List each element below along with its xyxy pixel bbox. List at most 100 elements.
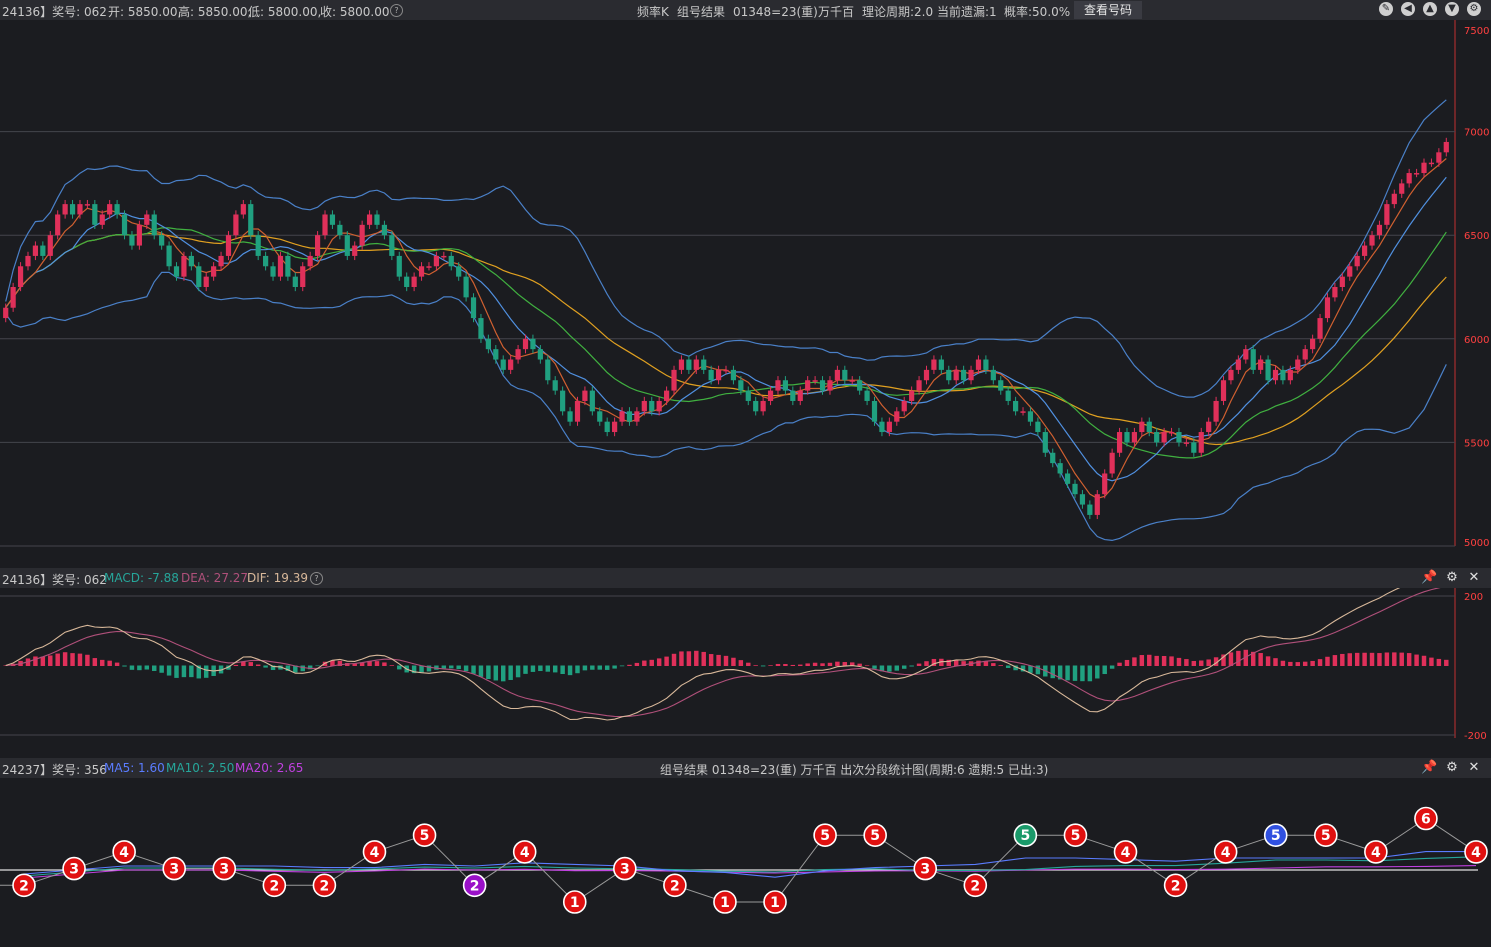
candle-body xyxy=(1317,318,1323,339)
candle-body xyxy=(901,400,907,412)
macd-bar xyxy=(1332,655,1338,666)
macd-bar xyxy=(1161,655,1167,666)
center-item: 万千百 xyxy=(818,5,855,19)
candle-body xyxy=(909,390,915,401)
macd-bar xyxy=(300,665,305,672)
macd-bar xyxy=(1147,654,1152,666)
macd-bar xyxy=(545,665,551,672)
macd-bar xyxy=(196,665,202,679)
value-marker xyxy=(1313,823,1338,848)
candle-body xyxy=(1436,152,1442,163)
macd-bar xyxy=(100,659,105,666)
center-item: 频率K xyxy=(637,5,669,19)
candle-body xyxy=(159,235,165,246)
macd-bar xyxy=(1250,651,1256,666)
macd-bar xyxy=(1087,665,1093,682)
value-marker xyxy=(312,873,337,898)
value-label: 1 xyxy=(770,895,780,911)
macd-bar xyxy=(233,664,239,666)
candle-body xyxy=(649,400,655,412)
macd-bar xyxy=(1080,665,1085,682)
macd-bar xyxy=(166,665,172,676)
gear-icon[interactable]: ⚙ xyxy=(1446,760,1458,775)
macd-bar xyxy=(70,653,75,666)
candle-body xyxy=(515,349,521,360)
gear-icon[interactable]: ⚙ xyxy=(1467,2,1481,16)
candle-body xyxy=(1347,266,1353,277)
candle-body xyxy=(337,224,343,236)
candle-body xyxy=(374,214,380,225)
macd-bar xyxy=(998,665,1003,666)
macd-bar xyxy=(1184,659,1189,666)
macd-bar xyxy=(983,661,989,666)
candle-body xyxy=(10,287,16,308)
candle-body xyxy=(292,276,298,287)
value-marker xyxy=(613,856,637,881)
macd-bar xyxy=(1325,656,1330,666)
candle-body xyxy=(1042,432,1048,453)
macd-bar xyxy=(463,665,469,672)
dea-line xyxy=(5,588,1441,718)
candle-body xyxy=(923,369,930,381)
candle-body xyxy=(1443,141,1449,153)
candle-body xyxy=(1005,390,1011,401)
candle-body xyxy=(582,390,588,401)
candle-body xyxy=(708,369,714,381)
macd-bar xyxy=(419,665,424,673)
macd-bar xyxy=(278,665,283,670)
candle-body xyxy=(1057,463,1063,474)
pin-icon[interactable]: 📌 xyxy=(1421,760,1438,775)
y-tick-label: 5500 xyxy=(1464,438,1489,449)
candlestick-chart[interactable]: 7500 7000 6500 6000 5500 5000 xyxy=(0,20,1491,566)
gear-icon[interactable]: ⚙ xyxy=(1446,570,1458,585)
back-icon[interactable]: ◀ xyxy=(1401,2,1415,16)
candle-body xyxy=(1094,494,1100,515)
help-icon[interactable]: ? xyxy=(390,3,403,17)
candle-body xyxy=(1354,255,1360,267)
y-tick-label: 6500 xyxy=(1464,231,1489,242)
dif-line xyxy=(5,588,1401,721)
distribution-chart[interactable]: 2 3 4 3 3 2 2 4 5 2 4 1 3 2 1 1 5 5 3 2 5 5 4 2 4 5 5 4 6 4 xyxy=(0,778,1491,947)
macd-bar xyxy=(1369,652,1375,666)
candle-body xyxy=(25,255,31,267)
candle-body xyxy=(1176,432,1182,443)
candle-body xyxy=(686,359,692,370)
close-icon[interactable]: ✕ xyxy=(1468,760,1480,775)
macd-bar xyxy=(961,661,966,666)
candle-body xyxy=(879,421,885,433)
macd-bar xyxy=(33,656,38,666)
value-label: 2 xyxy=(269,878,279,894)
macd-bar xyxy=(1414,654,1419,666)
macd-bar xyxy=(805,663,810,666)
main-chart-header: 24136】奖号: 062 开: 5850.00, 高: 5850.00, 低:… xyxy=(0,0,1491,20)
down-icon[interactable]: ▼ xyxy=(1445,2,1459,16)
candle-body xyxy=(597,411,603,422)
candle-body xyxy=(1235,359,1241,370)
macd-bar xyxy=(1258,653,1263,666)
macd-bar xyxy=(783,664,788,666)
macd-bar xyxy=(679,651,684,666)
help-icon[interactable]: ? xyxy=(310,571,323,585)
up-icon[interactable]: ▲ xyxy=(1423,2,1437,16)
macd-bar xyxy=(203,665,209,678)
view-numbers-button[interactable]: 查看号码 xyxy=(1074,1,1143,19)
candle-body xyxy=(753,400,759,412)
candle-body xyxy=(151,214,157,236)
close-icon[interactable]: ✕ xyxy=(1468,570,1480,585)
candle-body xyxy=(834,369,840,381)
candle-body xyxy=(1406,173,1412,184)
candle-body xyxy=(641,400,647,412)
ma-line-green xyxy=(5,227,1447,459)
candle-body xyxy=(790,390,796,401)
pencil-icon[interactable]: ✎ xyxy=(1379,2,1393,16)
candle-body xyxy=(827,380,833,391)
candle-body xyxy=(166,245,172,267)
pin-icon[interactable]: 📌 xyxy=(1421,570,1438,585)
dist-title: 组号结果 01348=23(重) 万千百 出次分段统计图(周期:6 遗期:5 已… xyxy=(660,763,1049,777)
value-marker xyxy=(963,873,988,898)
macd-bar xyxy=(864,665,870,666)
macd-bar xyxy=(1013,665,1018,671)
close-value: 收: 5800.00 xyxy=(320,5,390,19)
value-label: 5 xyxy=(1071,828,1081,844)
macd-chart[interactable]: 200 -200 xyxy=(0,588,1491,748)
